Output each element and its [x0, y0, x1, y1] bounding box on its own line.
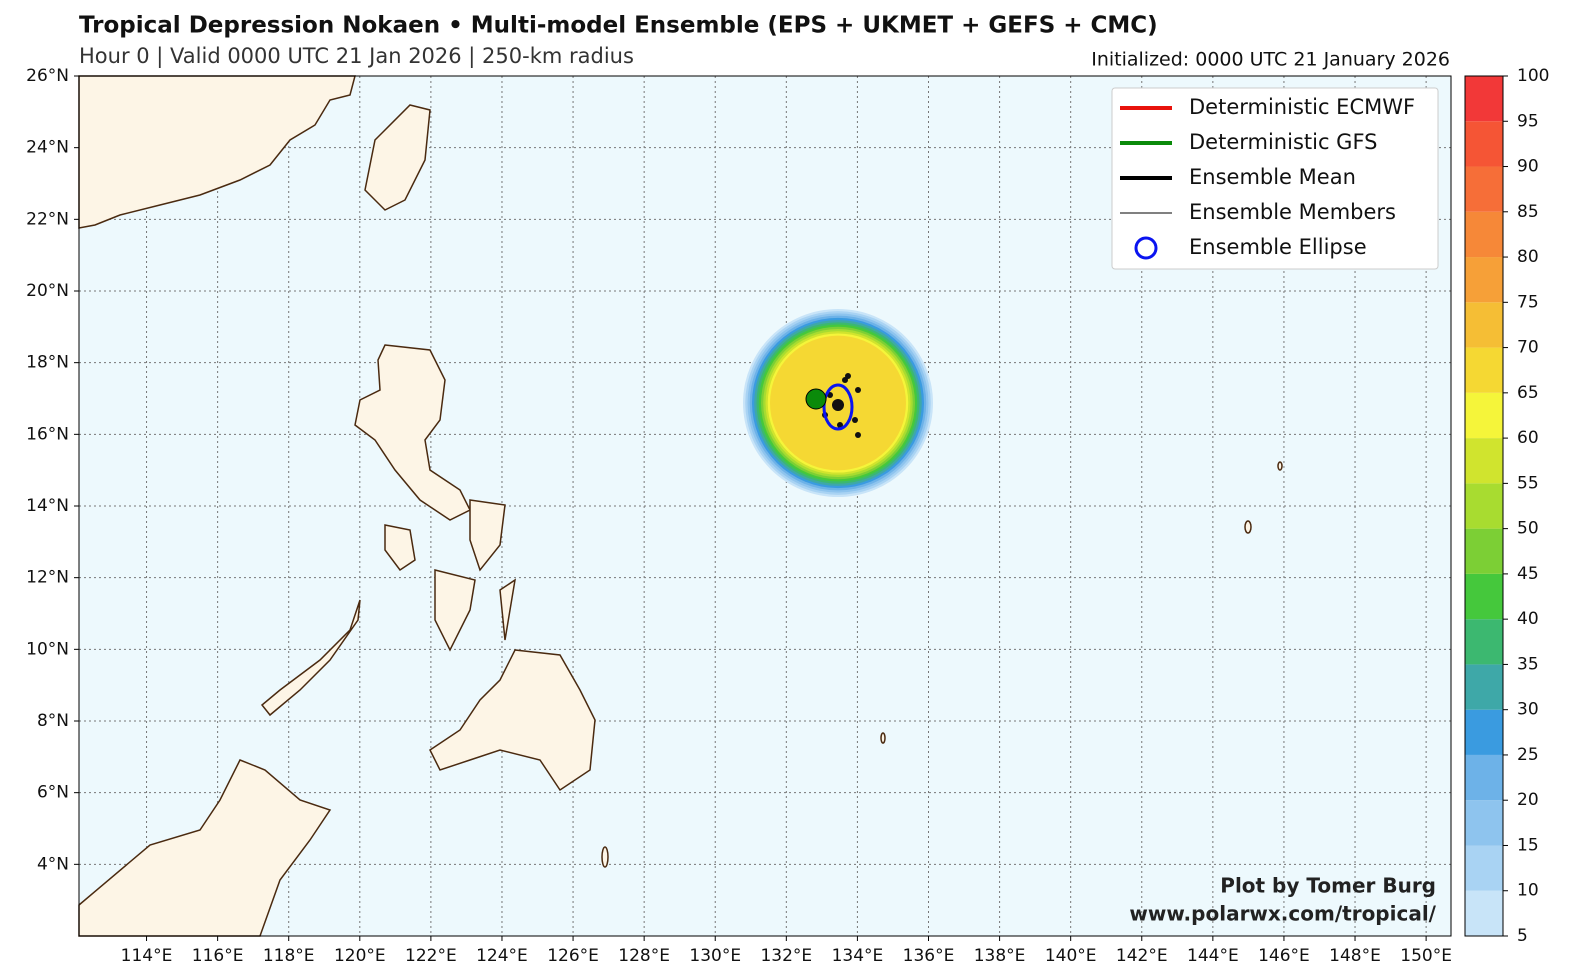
land	[78, 75, 1283, 937]
legend-label: Ensemble Members	[1189, 200, 1396, 224]
y-tick-label: 4°N	[37, 854, 69, 874]
colorbar-band	[1465, 211, 1503, 258]
y-tick-label: 16°N	[26, 424, 69, 444]
ensemble-ellipse	[822, 383, 854, 431]
colorbar-band	[1465, 800, 1503, 846]
x-tick-label: 132°E	[760, 946, 812, 966]
legend-label: Deterministic ECMWF	[1189, 95, 1415, 119]
legend-label: Deterministic GFS	[1189, 130, 1378, 154]
probability-plume	[743, 308, 933, 498]
colorbar-band	[1465, 257, 1503, 303]
colorbar-label: 35	[1517, 654, 1539, 674]
colorbar-label: 55	[1517, 473, 1539, 493]
colorbar-label: 50	[1517, 519, 1539, 539]
colorbar-label: 100	[1517, 66, 1549, 86]
colorbar-label: 95	[1517, 111, 1539, 131]
y-tick-label: 14°N	[26, 496, 69, 516]
colorbar-band	[1465, 392, 1503, 439]
colorbar-band	[1465, 76, 1503, 122]
x-tick-label: 136°E	[903, 946, 955, 966]
colorbar-label: 15	[1517, 835, 1539, 855]
colorbar-band	[1465, 890, 1503, 936]
colorbar-band	[1465, 845, 1503, 891]
legend: Deterministic ECMWF Deterministic GFS Ense…	[1120, 95, 1415, 260]
colorbar-band	[1465, 528, 1503, 574]
x-tick-label: 142°E	[1116, 946, 1168, 966]
x-tick-label: 134°E	[832, 946, 884, 966]
subtitle: Hour 0 | Valid 0000 UTC 21 Jan 2026 | 25…	[79, 44, 634, 69]
x-tick-label: 138°E	[974, 946, 1026, 966]
y-tick-label: 12°N	[26, 568, 69, 588]
credit-url: www.polarwx.com/tropical/	[1129, 902, 1436, 926]
y-tick-label: 8°N	[37, 711, 69, 731]
initialized: Initialized: 0000 UTC 21 January 2026	[1091, 49, 1450, 71]
colorbar-label: 90	[1517, 157, 1539, 177]
x-tick-label: 124°E	[476, 946, 528, 966]
x-tick-label: 144°E	[1187, 946, 1239, 966]
colorbar-band	[1465, 573, 1503, 620]
colorbar-label: 25	[1517, 745, 1539, 765]
colorbar: 5 10 15 20 25 30 35 40 45 50 55 60 65 70 75 80 85 90 95 100	[1464, 66, 1549, 946]
colorbar-band	[1465, 302, 1503, 348]
x-tick-label: 118°E	[263, 946, 315, 966]
x-tick-label: 130°E	[689, 946, 741, 966]
gfs-position	[805, 388, 827, 410]
colorbar-label: 40	[1517, 609, 1539, 629]
y-tick-label: 20°N	[26, 281, 69, 301]
colorbar-band	[1465, 483, 1503, 529]
y-tick-label: 24°N	[26, 138, 69, 158]
colorbar-label: 5	[1517, 926, 1528, 946]
colorbar-label: 70	[1517, 338, 1539, 358]
colorbar-label: 65	[1517, 383, 1539, 403]
colorbar-band	[1465, 619, 1503, 665]
colorbar-band	[1465, 664, 1503, 710]
x-tick-label: 140°E	[1045, 946, 1097, 966]
y-tick-label: 10°N	[26, 639, 69, 659]
x-tick-label: 120°E	[334, 946, 386, 966]
colorbar-band	[1465, 438, 1503, 484]
x-tick-label: 114°E	[121, 946, 173, 966]
colorbar-band	[1465, 754, 1503, 801]
colorbar-band	[1465, 709, 1503, 755]
x-tick-label: 122°E	[405, 946, 457, 966]
x-tick-label: 128°E	[618, 946, 670, 966]
colorbar-label: 30	[1517, 700, 1539, 720]
x-tick-label: 116°E	[192, 946, 244, 966]
legend-label: Ensemble Mean	[1189, 165, 1356, 189]
colorbar-label: 45	[1517, 564, 1539, 584]
colorbar-label: 80	[1517, 247, 1539, 267]
legend-box	[1111, 87, 1439, 270]
credit: Plot by Tomer Burg	[1220, 874, 1436, 898]
x-tick-label: 148°E	[1329, 946, 1381, 966]
colorbar-label: 20	[1517, 790, 1539, 810]
colorbar-label: 60	[1517, 428, 1539, 448]
colorbar-label: 10	[1517, 881, 1539, 901]
y-tick-label: 6°N	[37, 783, 69, 803]
x-tick-label: 146°E	[1258, 946, 1310, 966]
x-tick-label: 126°E	[547, 946, 599, 966]
colorbar-band	[1465, 166, 1503, 212]
y-tick-label: 22°N	[26, 209, 69, 229]
colorbar-band	[1465, 347, 1503, 393]
colorbar-label: 85	[1517, 202, 1539, 222]
legend-symbol	[1134, 236, 1158, 260]
x-tick-label: 150°E	[1400, 946, 1452, 966]
y-tick-label: 26°N	[26, 66, 69, 86]
y-tick-label: 18°N	[26, 353, 69, 373]
legend-label: Ensemble Ellipse	[1189, 235, 1367, 259]
title: Tropical Depression Nokaen • Multi-model…	[79, 13, 1158, 39]
colorbar-band	[1465, 121, 1503, 167]
colorbar-label: 75	[1517, 292, 1539, 312]
colorbar-frame	[1464, 75, 1504, 937]
